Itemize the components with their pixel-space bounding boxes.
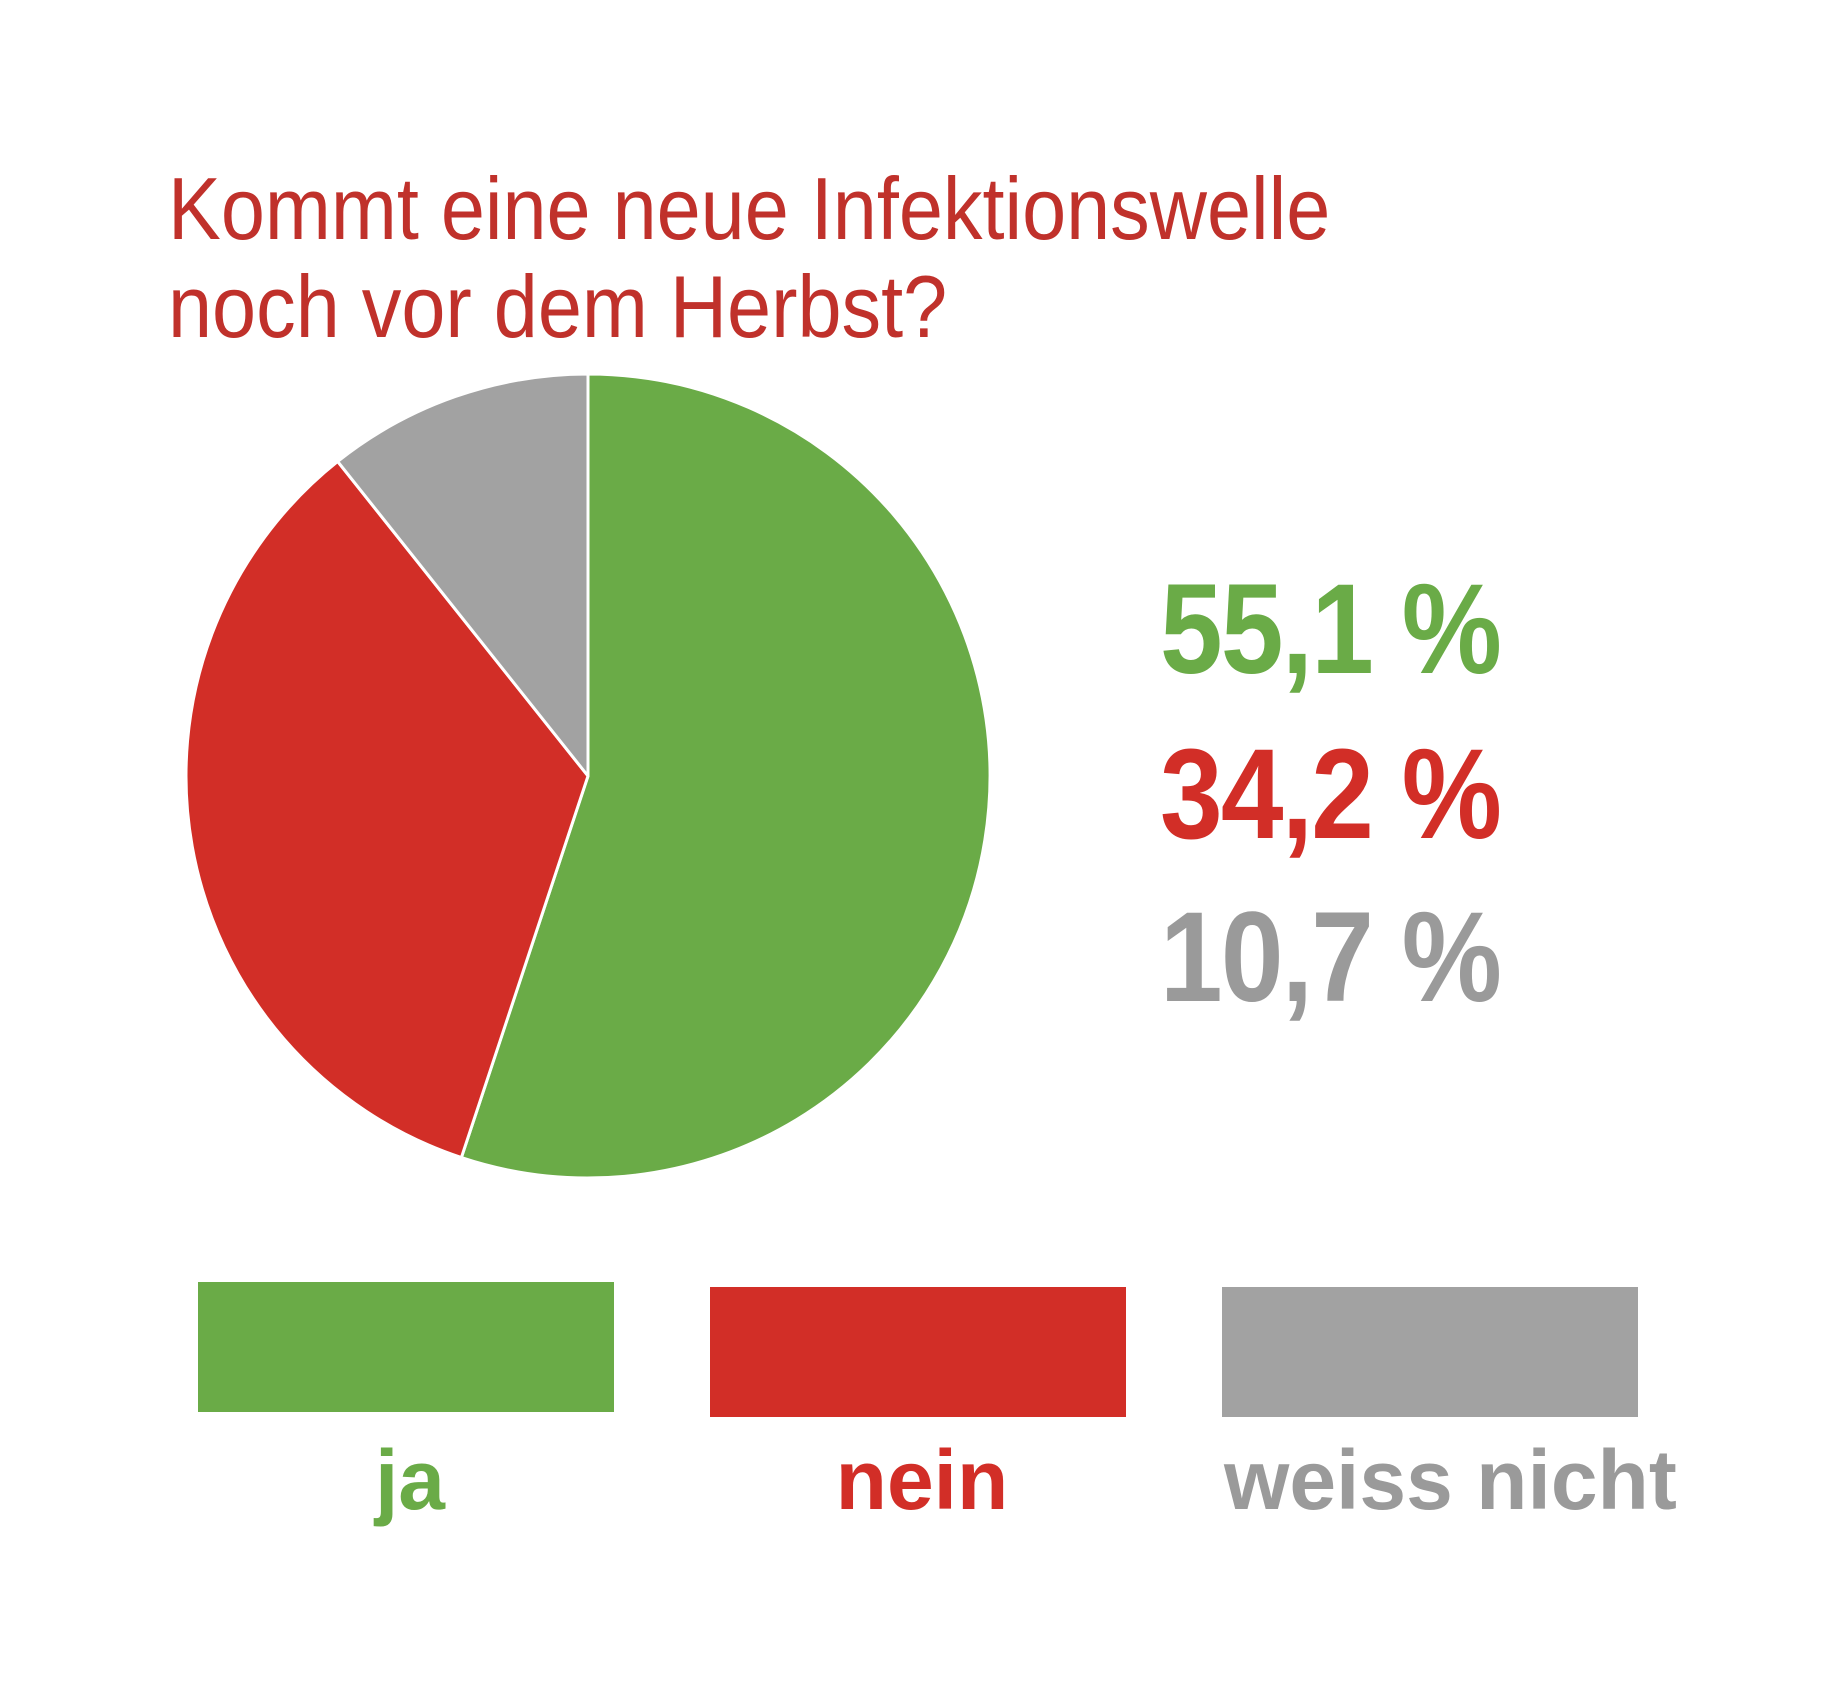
pie-slice-weiss-nicht — [336, 372, 590, 778]
legend-swatch-nein — [710, 1287, 1126, 1417]
value-label-nein: 34,2 % — [1160, 723, 1502, 866]
chart-title: Kommt eine neue Infektionswelle noch vor… — [168, 160, 1338, 356]
legend-swatch-weiss-nicht — [1222, 1287, 1638, 1417]
pie-slice-nein — [184, 459, 590, 1160]
legend-label-ja: ja — [374, 1433, 446, 1527]
chart-title-line-2: noch vor dem Herbst? — [168, 257, 948, 356]
chart-title-line-1: Kommt eine neue Infektionswelle — [168, 159, 1331, 258]
legend-label-nein: nein — [835, 1433, 1009, 1527]
value-label-ja: 55,1 % — [1160, 558, 1502, 701]
pie-slice-ja — [459, 372, 992, 1180]
value-label-weiss-nicht: 10,7 % — [1160, 886, 1502, 1029]
legend-label-weiss-nicht: weiss nicht — [1224, 1433, 1677, 1527]
legend-swatch-ja — [198, 1282, 614, 1412]
